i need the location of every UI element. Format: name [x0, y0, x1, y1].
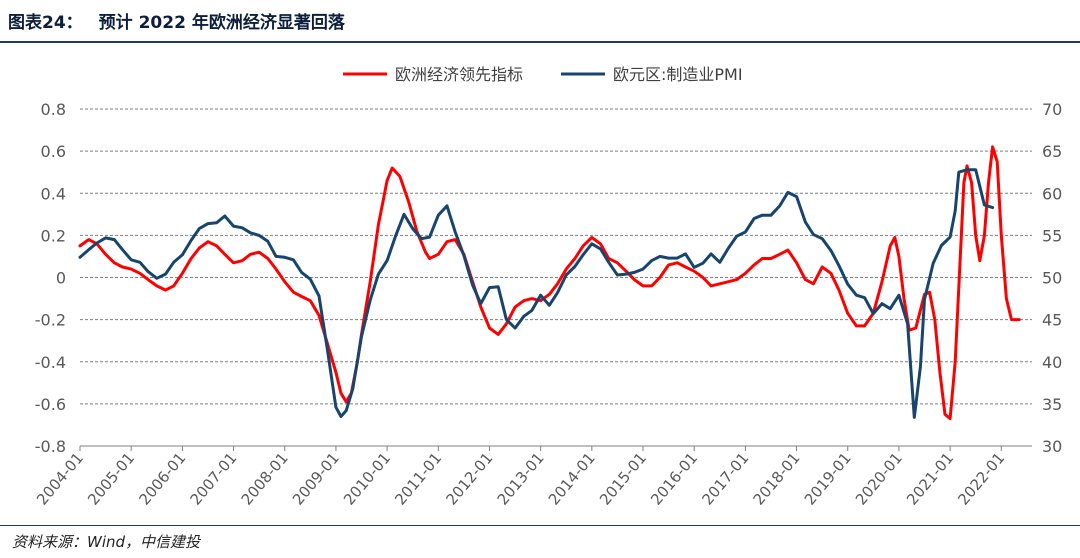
right-tick-label: 60 [1042, 184, 1062, 203]
left-tick-label: -0.2 [35, 311, 66, 330]
title-rule [0, 41, 1080, 43]
x-tick-label: 2012-01 [442, 449, 496, 509]
right-tick-label: 50 [1042, 269, 1062, 288]
left-tick-label: -0.4 [35, 353, 66, 372]
right-tick-label: 45 [1042, 311, 1062, 330]
x-tick-label: 2014-01 [545, 449, 599, 509]
x-tick-label: 2007-01 [187, 449, 241, 509]
x-tick-label: 2008-01 [238, 449, 292, 509]
series-line-leading-indicator [78, 145, 1021, 421]
left-tick-label: -0.6 [35, 395, 66, 414]
right-tick-label: 55 [1042, 226, 1062, 245]
x-tick-label: 2015-01 [596, 449, 650, 509]
left-tick-label: -0.8 [35, 437, 66, 456]
x-tick-label: 2020-01 [852, 449, 906, 509]
figure-title-text: 预计 2022 年欧洲经济显著回落 [98, 13, 345, 33]
grid-lines [80, 108, 1032, 447]
legend-label: 欧元区:制造业PMI [613, 65, 743, 84]
x-tick-label: 2006-01 [135, 449, 189, 509]
left-tick-label: 0.4 [41, 184, 66, 203]
legend: 欧洲经济领先指标 欧元区:制造业PMI [343, 65, 743, 84]
figure-title: 图表24： 预计 2022 年欧洲经济显著回落 [8, 9, 345, 37]
x-tick-label: 2019-01 [801, 449, 855, 509]
line-chart: 0.8 0.6 0.4 0.2 0 -0.2 -0.4 -0.6 -0.8 70 65 60 55 50… [33, 65, 1062, 509]
x-tick-label: 2010-01 [340, 449, 394, 509]
right-tick-label: 30 [1042, 437, 1062, 456]
series-lines [78, 145, 1021, 421]
x-tick-label: 2004-01 [33, 449, 87, 509]
right-tick-label: 35 [1042, 395, 1062, 414]
footer-rule [0, 525, 1080, 526]
figure-number: 图表24： [8, 13, 83, 33]
legend-label: 欧洲经济领先指标 [395, 65, 523, 84]
x-tick-label: 2022-01 [954, 449, 1008, 509]
source-note: 资料来源：Wind，中信建投 [12, 533, 201, 551]
x-axis-ticks: 2004-012005-012006-012007-012008-012009-… [33, 446, 1008, 509]
right-tick-label: 70 [1042, 100, 1062, 119]
right-axis-ticks: 70 65 60 55 50 45 40 35 30 [1042, 100, 1062, 456]
right-tick-label: 65 [1042, 142, 1062, 161]
x-tick-label: 2017-01 [698, 449, 752, 509]
x-tick-label: 2016-01 [647, 449, 701, 509]
left-tick-label: 0 [56, 269, 66, 288]
x-tick-label: 2005-01 [84, 449, 138, 509]
x-tick-label: 2009-01 [289, 449, 343, 509]
left-tick-label: 0.2 [41, 226, 66, 245]
x-tick-label: 2013-01 [494, 449, 548, 509]
right-tick-label: 40 [1042, 353, 1062, 372]
left-axis-ticks: 0.8 0.6 0.4 0.2 0 -0.2 -0.4 -0.6 -0.8 [35, 100, 66, 456]
left-tick-label: 0.6 [41, 142, 66, 161]
x-tick-label: 2018-01 [750, 449, 804, 509]
x-tick-label: 2021-01 [903, 449, 957, 509]
x-tick-label: 2011-01 [391, 449, 445, 509]
left-tick-label: 0.8 [41, 100, 66, 119]
series-line-pmi [78, 168, 995, 419]
